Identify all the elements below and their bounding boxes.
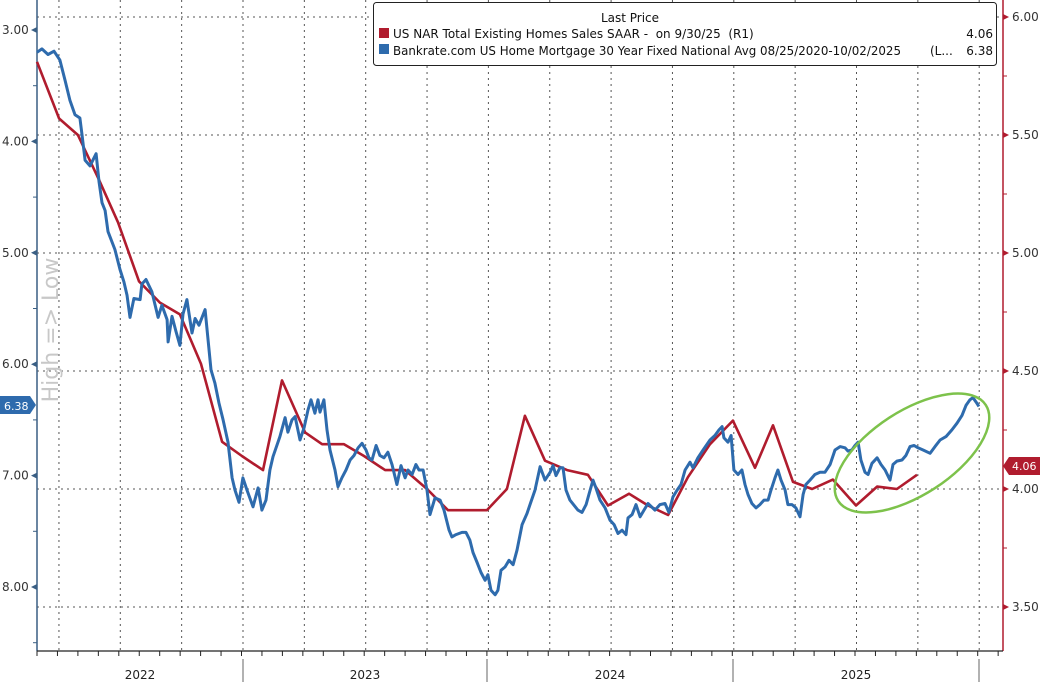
highlight-ellipse (833, 392, 991, 514)
x-tick-label: 2024 (595, 668, 626, 682)
last-value-tag-mortgage: 6.38 (0, 396, 36, 414)
right-tick-marker (1003, 14, 1009, 20)
left-tick-marker (31, 361, 37, 368)
legend-suffix-mortgage: (L... (930, 44, 953, 58)
legend-box (373, 2, 997, 66)
left-tick-marker (31, 138, 37, 145)
right-tick-label: 3.50 (1012, 600, 1039, 614)
last-value-mortgage: 6.38 (4, 400, 29, 413)
right-tick-marker (1003, 486, 1009, 492)
x-tick-label: 2022 (125, 668, 156, 682)
legend: Last Price US NAR Total Existing Homes S… (373, 2, 997, 66)
legend-header: Last Price (601, 11, 659, 25)
series-layer (35, 47, 981, 597)
left-axis-title: High => Low (39, 258, 64, 403)
series-line-mortgage-rate (36, 47, 981, 597)
left-tick-marker (31, 249, 37, 256)
right-tick-marker (1003, 604, 1009, 610)
right-tick-label: 5.00 (1012, 246, 1039, 260)
right-tick-marker (1003, 132, 1009, 138)
right-tick-label: 5.50 (1012, 128, 1039, 142)
left-tick-label: 7.00 (2, 469, 29, 483)
legend-value-mortgage: 6.38 (966, 44, 993, 58)
right-tick-marker (1003, 368, 1009, 374)
left-tick-marker (31, 472, 37, 479)
right-tick-marker (1003, 250, 1009, 256)
right-tick-label: 4.50 (1012, 364, 1039, 378)
left-tick-label: 3.00 (2, 23, 29, 37)
legend-swatch-mortgage (379, 44, 389, 54)
right-tick-label: 4.00 (1012, 482, 1039, 496)
series-line-home-sales (35, 61, 918, 517)
right-tick-label: 6.00 (1012, 10, 1039, 24)
legend-swatch-sales (379, 28, 389, 38)
left-tick-marker (31, 27, 37, 33)
legend-label-sales: US NAR Total Existing Homes Sales SAAR -… (393, 27, 754, 41)
legend-label-mortgage: Bankrate.com US Home Mortgage 30 Year Fi… (393, 44, 901, 58)
last-value-tag-sales: 4.06 (1003, 457, 1040, 475)
left-tick-label: 5.00 (2, 246, 29, 260)
last-value-sales: 4.06 (1012, 460, 1037, 473)
left-tick-marker (31, 584, 37, 590)
left-tick-label: 6.00 (2, 357, 29, 371)
x-tick-label: 2025 (841, 668, 872, 682)
left-tick-label: 4.00 (2, 134, 29, 148)
x-tick-label: 2023 (350, 668, 381, 682)
gridlines (37, 0, 1003, 651)
legend-value-sales: 4.06 (966, 27, 993, 41)
left-tick-label: 8.00 (2, 580, 29, 594)
